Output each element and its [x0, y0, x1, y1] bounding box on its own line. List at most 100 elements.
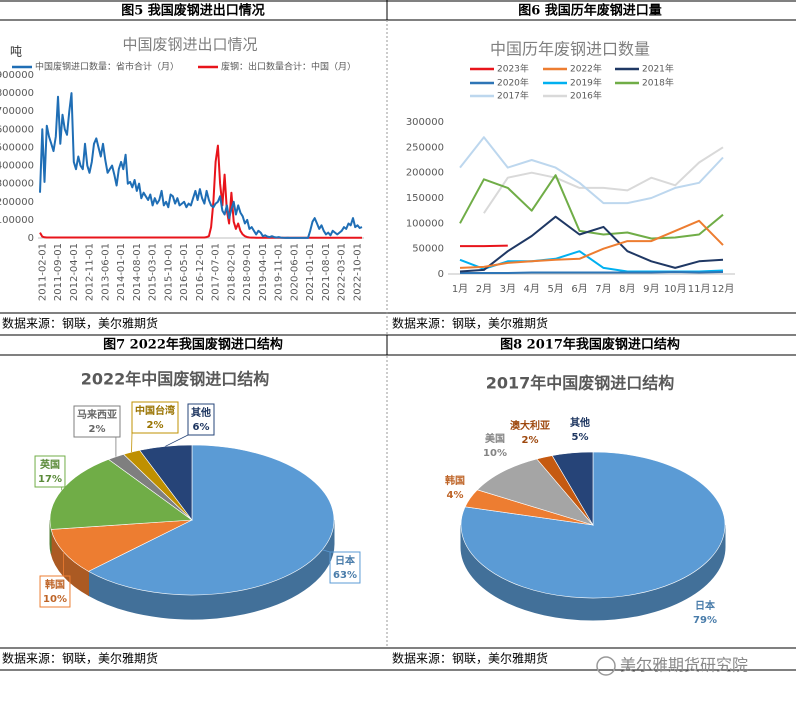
label-box	[39, 575, 71, 608]
pie-slice	[139, 444, 193, 521]
x-tick-label: 6月	[571, 283, 587, 295]
x-tick-label: 2021-08-01	[321, 243, 332, 301]
pie-slice	[476, 458, 594, 526]
figure-caption: 图7 2022年我国废钢进口结构	[103, 337, 283, 353]
x-tick-label: 2019-11-01	[274, 243, 285, 301]
legend-label: 2017年	[497, 90, 529, 102]
y-tick-label: 200000	[406, 168, 444, 179]
y-tick-label: 0	[28, 233, 34, 244]
legend-label: 2016年	[570, 90, 602, 102]
x-tick-label: 2011-09-01	[53, 243, 64, 301]
x-tick-label: 2月	[476, 283, 492, 295]
chart-title: 中国废钢进出口情况	[122, 36, 257, 54]
x-tick-label: 2017-07-01	[211, 243, 222, 301]
slice-value-label: 10%	[483, 448, 507, 459]
slice-label: 美国	[485, 432, 505, 445]
legend-label: 中国废钢进口数量：省市合计（月）	[35, 61, 179, 73]
slice-value-label: 2%	[522, 435, 539, 446]
x-tick-label: 9月	[643, 283, 659, 295]
pie-slice	[49, 458, 193, 530]
series-line	[460, 271, 724, 274]
slice-label: 韩国	[445, 474, 465, 487]
label-box	[131, 401, 179, 434]
series-line	[459, 136, 724, 205]
slice-label: 韩国	[45, 578, 65, 591]
y-tick-label: 0	[438, 269, 444, 280]
chart-title: 2017年中国废钢进口结构	[486, 374, 675, 393]
legend-label: 2021年	[642, 63, 674, 75]
y-tick-label: 200000	[0, 197, 34, 208]
slice-label: 日本	[695, 599, 716, 612]
y-tick-label: 700000	[0, 106, 34, 117]
slice-value-label: 6%	[193, 422, 210, 433]
x-tick-label: 2018-09-01	[242, 243, 253, 301]
leader-line	[165, 434, 189, 447]
pie-slice	[87, 444, 335, 596]
label-box	[73, 405, 121, 438]
pie-slice	[50, 519, 193, 572]
chart-title: 2022年中国废钢进口结构	[81, 370, 270, 389]
source-note: 数据来源：钢联，美尔雅期货	[392, 651, 548, 666]
x-tick-label: 12月	[712, 283, 735, 295]
x-tick-label: 2011-02-01	[37, 243, 48, 301]
y-tick-label: 100000	[0, 215, 34, 226]
legend-label: 2020年	[497, 77, 529, 89]
table-frame	[0, 0, 796, 671]
y-tick-label: 300000	[0, 179, 34, 190]
slice-value-label: 2%	[147, 420, 164, 431]
y-tick-label: 300000	[406, 117, 444, 128]
y-tick-label: 900000	[0, 70, 34, 81]
x-tick-label: 2015-03-01	[148, 243, 159, 301]
x-tick-label: 2015-10-01	[163, 243, 174, 301]
x-tick-label: 1月	[452, 283, 468, 295]
slice-value-label: 5%	[572, 432, 589, 443]
chart-title: 中国历年废钢进口数量	[490, 40, 650, 59]
slice-label: 马来西亚	[77, 408, 117, 421]
x-tick-label: 4月	[524, 283, 540, 295]
label-box	[34, 455, 66, 488]
slice-label: 中国台湾	[135, 404, 175, 417]
y-tick-label: 400000	[0, 161, 34, 172]
x-tick-label: 2014-01-01	[116, 243, 127, 301]
series-line	[39, 92, 363, 239]
label-box	[329, 551, 361, 584]
watermark-text: 美尔雅期货研究院	[620, 656, 748, 675]
x-tick-label: 2018-02-01	[226, 243, 237, 301]
x-tick-label: 2022-03-01	[337, 243, 348, 301]
series-line	[460, 244, 508, 248]
x-tick-label: 5月	[547, 283, 563, 295]
figure-caption: 图6 我国历年废钢进口量	[518, 3, 662, 19]
x-tick-label: 2019-04-01	[258, 243, 269, 301]
y-tick-label: 250000	[406, 142, 444, 153]
watermark-icon	[596, 656, 616, 676]
slice-label: 澳大利亚	[510, 419, 550, 432]
legend-label: 2023年	[497, 63, 529, 75]
figure-caption: 图5 我国废钢进出口情况	[121, 3, 265, 19]
slice-value-label: 63%	[333, 570, 357, 581]
series-line	[459, 215, 724, 273]
slice-value-label: 17%	[38, 474, 62, 485]
x-tick-label: 2014-08-01	[132, 243, 143, 301]
y-axis-label: 吨	[10, 45, 22, 59]
figure-caption: 图8 2017年我国废钢进口结构	[500, 337, 680, 353]
x-tick-label: 2012-04-01	[69, 243, 80, 301]
x-tick-label: 7月	[595, 283, 611, 295]
series-line	[459, 174, 724, 240]
x-tick-label: 2016-12-01	[195, 243, 206, 301]
y-tick-label: 150000	[406, 193, 444, 204]
y-tick-label: 800000	[0, 88, 34, 99]
x-tick-label: 2022-10-01	[352, 243, 363, 301]
x-tick-label: 11月	[688, 283, 711, 295]
x-tick-label: 2016-05-01	[179, 243, 190, 301]
x-tick-label: 2021-01-01	[305, 243, 316, 301]
x-tick-label: 8月	[619, 283, 635, 295]
x-tick-label: 2020-06-01	[289, 243, 300, 301]
x-tick-label: 3月	[500, 283, 516, 295]
slice-value-label: 2%	[89, 424, 106, 435]
source-note: 数据来源：钢联，美尔雅期货	[2, 316, 158, 331]
pie-slice	[551, 451, 594, 527]
slice-label: 其他	[191, 406, 211, 419]
y-tick-label: 100000	[406, 218, 444, 229]
legend-label: 2019年	[570, 77, 602, 89]
legend-label: 废钢：出口数量合计：中国（月）	[221, 61, 356, 73]
